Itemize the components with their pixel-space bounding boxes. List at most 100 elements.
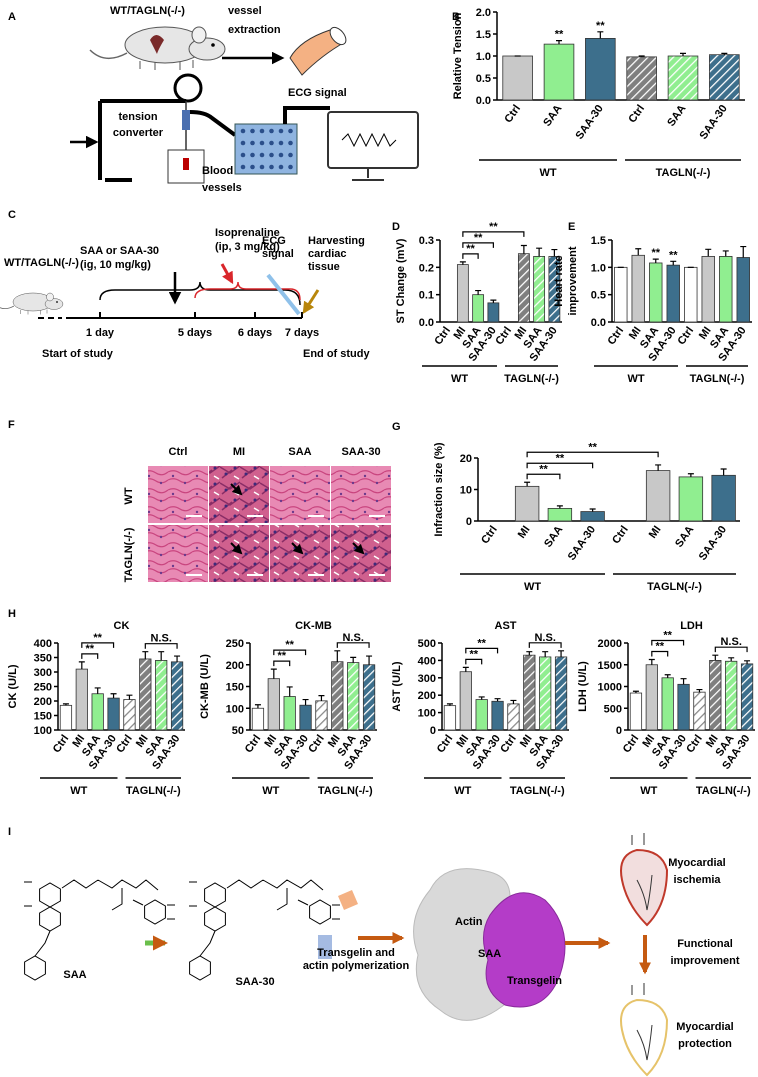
error-bar [526, 651, 533, 656]
error-bar [520, 244, 527, 254]
bar [709, 660, 722, 731]
error-bar [62, 703, 69, 706]
y-axis-title: CK-MB (U/L) [199, 654, 211, 719]
significance-label: ** [93, 632, 102, 644]
error-bar [462, 666, 469, 672]
significance-label: ** [477, 637, 486, 649]
bar [580, 511, 605, 522]
bar [475, 699, 488, 731]
significance-label: ** [651, 247, 660, 259]
significance-bracket [81, 642, 115, 648]
y-axis-title: LDH (U/L) [577, 661, 589, 712]
significance-bracket [465, 658, 483, 665]
bar [543, 43, 575, 101]
significance-label: ** [489, 221, 498, 233]
panel-letter: A [8, 11, 16, 23]
y-tick-label: 0.1 [419, 290, 434, 302]
significance-label: ** [555, 29, 564, 41]
mouse-tail [89, 49, 128, 59]
y-tick-label: 1.0 [591, 262, 606, 274]
significance-label: N.S. [150, 633, 171, 645]
label: WT/TAGLN(-/-) [4, 257, 79, 269]
label: Isoprenaline [215, 227, 280, 239]
molecule-label [189, 881, 340, 920]
significance-bracket [273, 649, 307, 656]
error-bar [680, 52, 686, 56]
chart-title: LDH [680, 620, 703, 632]
x-tick-label: MI [697, 325, 714, 342]
x-tick-label: Ctrl [432, 325, 453, 347]
probe [183, 158, 189, 170]
label: actin polymerization [303, 960, 410, 972]
y-tick-label: 100 [34, 725, 52, 737]
significance-label: ** [469, 648, 478, 660]
amplifier-port [240, 152, 246, 158]
x-tick-label: Ctrl [435, 733, 456, 755]
group-label: TAGLN(-/-) [696, 785, 751, 797]
significance-label: ** [285, 639, 294, 651]
error-bar [475, 289, 482, 295]
error-bar [542, 651, 549, 657]
error-bar [652, 258, 659, 263]
bar [456, 264, 469, 323]
molecule-ring [204, 906, 226, 932]
y-tick-label: 500 [418, 638, 436, 650]
significance-bracket [81, 653, 99, 659]
group-label: TAGLN(-/-) [647, 581, 702, 593]
error-bar [286, 686, 293, 697]
label: Transgelin and [317, 947, 395, 959]
y-axis-title: Infraction size (%) [433, 442, 445, 536]
label: improvement [670, 955, 739, 967]
bar [443, 705, 457, 731]
bar [547, 507, 573, 522]
error-bar [350, 656, 357, 663]
chart-title: CK [114, 620, 130, 632]
transgelin-surface [483, 892, 566, 1008]
cable [283, 106, 330, 124]
significance-label: ** [655, 641, 664, 653]
error-bar [740, 245, 747, 258]
x-tick-label: Ctrl [498, 733, 519, 755]
mouse-tail [0, 305, 15, 309]
molecule-ring [204, 882, 226, 908]
histology-image [331, 525, 391, 582]
label: tension [118, 111, 157, 123]
label: 1 day [86, 327, 115, 339]
error-bar [142, 651, 149, 659]
x-tick-label: MI [454, 733, 471, 750]
y-tick-label: 0.0 [591, 317, 606, 329]
y-tick-label: 250 [34, 682, 52, 694]
label: Ctrl [169, 446, 188, 458]
x-tick-label: MI [518, 733, 535, 750]
significance-bracket [144, 643, 178, 649]
bar [677, 683, 690, 731]
molecule-ring [39, 906, 61, 932]
molecule-ring [309, 899, 331, 925]
x-tick-label: SAA [542, 524, 565, 550]
bar [517, 253, 530, 323]
label: (ig, 10 mg/kg) [80, 259, 151, 271]
heart-vessels [631, 833, 653, 911]
label: ischemia [673, 874, 721, 886]
error-bar [687, 473, 694, 477]
label: SAA or SAA-30 [80, 245, 159, 257]
frame [98, 99, 186, 182]
significance-label: N.S. [342, 632, 363, 644]
monitor-stand [352, 168, 384, 181]
significance-label: ** [588, 441, 597, 453]
histology-image [209, 466, 269, 523]
vessel-end [329, 26, 347, 46]
x-tick-label: SAA [541, 103, 564, 129]
y-tick-label: 1.5 [591, 235, 606, 247]
x-tick-label: Ctrl [621, 733, 642, 755]
panel-letter: B [452, 11, 460, 23]
x-tick-label: SAA-30 [566, 524, 598, 563]
error-bar [158, 651, 165, 661]
y-tick-label: 50 [232, 725, 244, 737]
bar [472, 294, 485, 323]
y-tick-label: 100 [418, 708, 436, 720]
error-bar [536, 247, 543, 257]
y-tick-label: 400 [418, 655, 436, 667]
label: End of study [303, 348, 370, 360]
panel-letter: H [8, 608, 16, 620]
